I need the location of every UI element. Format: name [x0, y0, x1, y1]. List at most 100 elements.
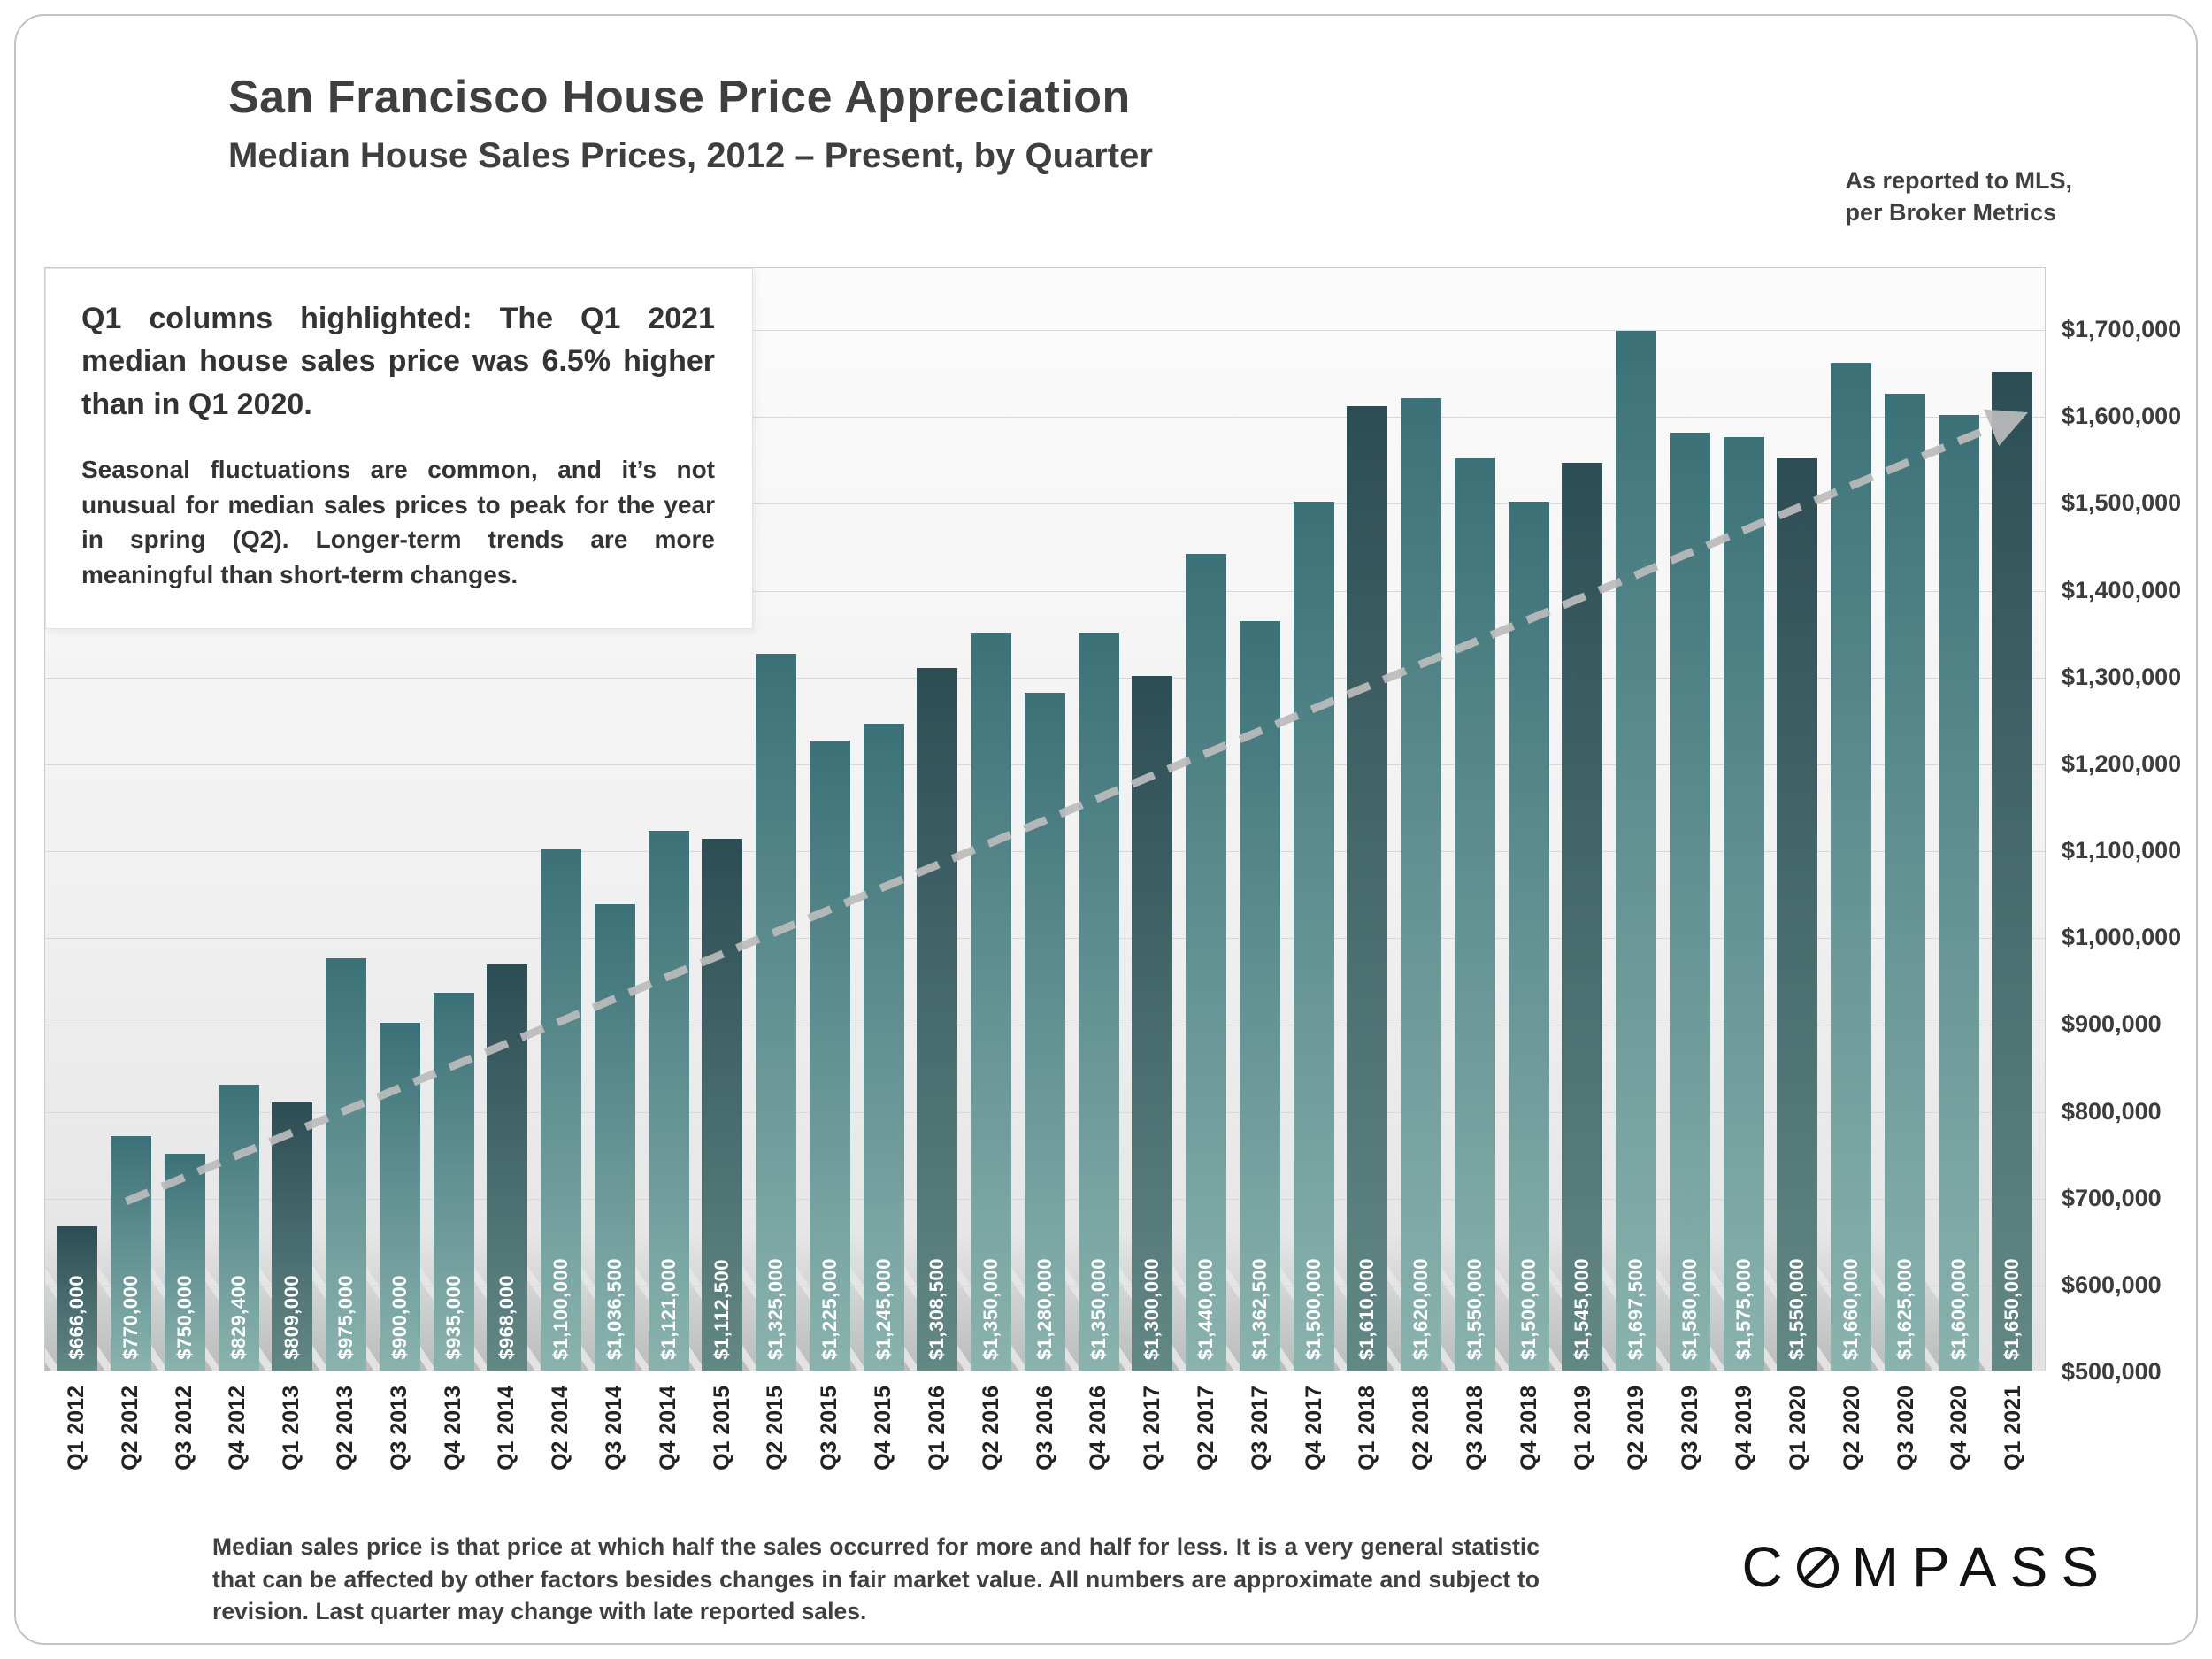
bar-slot: $1,600,000 [1932, 268, 1985, 1371]
compass-logo: C MPASS [1741, 1534, 2112, 1600]
x-axis-label: Q4 2015 [871, 1386, 896, 1471]
x-axis-label: Q2 2020 [1839, 1386, 1864, 1471]
bar-slot: $968,000 [480, 268, 534, 1371]
bar-q4-2016: $1,350,000 [1078, 632, 1119, 1371]
source-note-line2: per Broker Metrics [1845, 199, 2057, 227]
gridline [45, 677, 2045, 679]
gridline [45, 330, 2045, 331]
annotation-body: Seasonal fluctuations are common, and it… [81, 455, 715, 589]
y-axis-tick-label: $1,100,000 [2062, 837, 2182, 864]
chart-subtitle: Median House Sales Prices, 2012 – Presen… [228, 136, 1153, 175]
bar-q2-2014: $1,100,000 [541, 849, 582, 1371]
x-axis-label: Q4 2019 [1732, 1386, 1757, 1471]
bar-q4-2019: $1,575,000 [1723, 436, 1764, 1371]
bar-q2-2020: $1,660,000 [1831, 363, 1872, 1371]
bar-slot: $1,550,000 [1770, 268, 1824, 1371]
x-axis-label: Q4 2016 [1086, 1386, 1111, 1471]
bar-q3-2019: $1,580,000 [1669, 432, 1710, 1371]
x-axis-label: Q1 2019 [1570, 1386, 1595, 1471]
bar-q3-2012: $750,000 [164, 1153, 205, 1371]
bar-slot: $770,000 [104, 268, 158, 1371]
bar-slot: $1,500,000 [1286, 268, 1340, 1371]
bar-q2-2019: $1,697,500 [1616, 330, 1657, 1371]
y-axis-tick-label: $1,400,000 [2062, 576, 2182, 603]
bar-slot: $1,308,500 [910, 268, 964, 1371]
y-axis: $500,000 $600,000 $700,000 $800,000 $900,000… [2062, 267, 2196, 1385]
x-axis-label: Q3 2019 [1678, 1386, 1703, 1471]
y-axis-tick-label: $1,300,000 [2062, 663, 2182, 690]
gridline [45, 503, 2045, 505]
bar-q2-2017: $1,440,000 [1186, 554, 1227, 1371]
x-axis-label: Q3 2015 [817, 1386, 842, 1471]
bar-slot: $809,000 [265, 268, 319, 1371]
y-axis-tick-label: $700,000 [2062, 1184, 2162, 1211]
y-axis-tick-label: $1,500,000 [2062, 489, 2182, 517]
bar-q1-2012: $666,000 [57, 1226, 98, 1371]
bar-q2-2012: $770,000 [111, 1135, 152, 1371]
bar-slot: $829,400 [211, 268, 265, 1371]
bar-slot: $1,121,000 [641, 268, 695, 1371]
x-axis-label: Q4 2013 [440, 1386, 465, 1471]
bar-slot: $1,550,000 [1448, 268, 1502, 1371]
x-axis-label: Q2 2012 [117, 1386, 142, 1471]
x-axis-label: Q3 2012 [171, 1386, 196, 1471]
bar-slot: $1,580,000 [1663, 268, 1717, 1371]
y-axis-tick-label: $1,600,000 [2062, 403, 2182, 430]
x-axis-label: Q4 2017 [1301, 1386, 1326, 1471]
bar-slot: $1,660,000 [1824, 268, 1878, 1371]
bar-slot: $1,650,000 [1985, 268, 2039, 1371]
x-axis-label: Q2 2015 [763, 1386, 788, 1471]
x-axis-label: Q1 2014 [494, 1386, 519, 1471]
bar-slot: $1,225,000 [803, 268, 857, 1371]
bar-q3-2016: $1,280,000 [1024, 693, 1065, 1371]
bar-slot: $666,000 [50, 268, 104, 1371]
y-axis-tick-label: $1,000,000 [2062, 924, 2182, 951]
bar-slot: $1,362,500 [1233, 268, 1287, 1371]
x-axis-label: Q1 2017 [1140, 1386, 1165, 1471]
x-axis-label: Q4 2014 [655, 1386, 680, 1471]
bar-q1-2015: $1,112,500 [702, 838, 743, 1371]
x-axis-label: Q3 2014 [602, 1386, 627, 1471]
bar-slot: $1,112,500 [695, 268, 749, 1371]
bar-slot: $1,620,000 [1394, 268, 1448, 1371]
bar-q4-2017: $1,500,000 [1293, 502, 1334, 1371]
bar-q4-2014: $1,121,000 [648, 831, 689, 1371]
compass-logo-letters-mpass: MPASS [1851, 1535, 2112, 1599]
chart-header: San Francisco House Price Appreciation M… [228, 71, 1153, 176]
bar-q1-2014: $968,000 [487, 964, 528, 1371]
bar-q1-2013: $809,000 [272, 1102, 313, 1371]
x-axis-label: Q1 2016 [924, 1386, 949, 1471]
bar-q3-2018: $1,550,000 [1454, 458, 1495, 1371]
bar-q2-2018: $1,620,000 [1401, 397, 1442, 1371]
source-note: As reported to MLS, per Broker Metrics [1845, 165, 2072, 229]
x-axis-label: Q1 2021 [2001, 1386, 2026, 1471]
bar-q1-2020: $1,550,000 [1777, 458, 1818, 1371]
bar-slot: $1,697,500 [1609, 268, 1663, 1371]
page-title: San Francisco House Price Appreciation [228, 72, 1131, 123]
bar-slot: $1,350,000 [964, 268, 1018, 1371]
bar-slot: $1,440,000 [1179, 268, 1233, 1371]
x-axis-label: Q2 2016 [978, 1386, 1003, 1471]
bar-q4-2018: $1,500,000 [1508, 502, 1549, 1371]
bar-q2-2013: $975,000 [326, 957, 367, 1371]
bar-slot: $1,036,500 [588, 268, 642, 1371]
x-axis-label: Q3 2017 [1247, 1386, 1272, 1471]
x-axis-label: Q3 2018 [1463, 1386, 1488, 1471]
bar-q2-2015: $1,325,000 [756, 654, 797, 1371]
bar-q2-2016: $1,350,000 [971, 632, 1012, 1371]
x-axis-label: Q4 2012 [225, 1386, 250, 1471]
bar-q1-2021: $1,650,000 [1992, 372, 2033, 1371]
report-card: San Francisco House Price Appreciation M… [14, 14, 2198, 1645]
x-axis-label: Q4 2018 [1516, 1386, 1541, 1471]
bar-q3-2014: $1,036,500 [594, 904, 635, 1371]
x-axis-label: Q1 2018 [1355, 1386, 1380, 1471]
trend-arrow [124, 409, 2029, 1206]
x-axis-label: Q4 2020 [1947, 1386, 1972, 1471]
bar-slot: $1,545,000 [1555, 268, 1609, 1371]
compass-logo-o-icon [1796, 1546, 1839, 1588]
bar-q3-2015: $1,225,000 [809, 741, 850, 1371]
bar-slot: $1,280,000 [1018, 268, 1072, 1371]
bar-slot: $1,245,000 [856, 268, 910, 1371]
bar-q1-2019: $1,545,000 [1562, 463, 1603, 1371]
bar-slot: $1,325,000 [749, 268, 803, 1371]
